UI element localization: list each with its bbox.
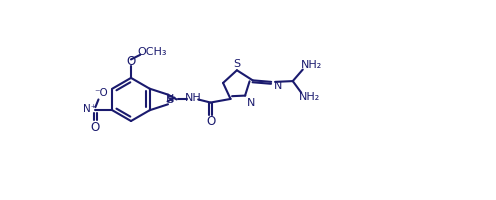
Text: N: N xyxy=(166,94,175,104)
Text: OCH₃: OCH₃ xyxy=(138,47,167,57)
Text: S: S xyxy=(233,59,241,69)
Text: O: O xyxy=(206,115,215,128)
Text: NH: NH xyxy=(185,93,201,103)
Text: O: O xyxy=(126,55,135,68)
Text: N: N xyxy=(273,81,282,91)
Text: NH₂: NH₂ xyxy=(301,60,322,70)
Text: NH₂: NH₂ xyxy=(299,92,320,102)
Text: ⁻O: ⁻O xyxy=(94,88,108,98)
Text: N: N xyxy=(247,98,255,108)
Text: S: S xyxy=(167,95,174,105)
Text: O: O xyxy=(91,121,100,134)
Text: N⁺: N⁺ xyxy=(83,104,97,114)
